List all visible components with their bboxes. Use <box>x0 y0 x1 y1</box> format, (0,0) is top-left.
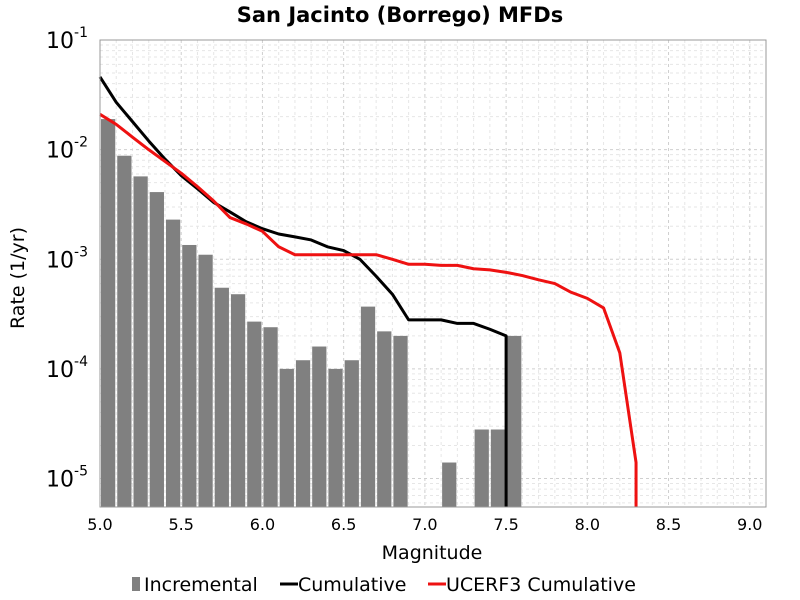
x-tick-label: 5.0 <box>87 515 112 534</box>
bar <box>279 368 294 507</box>
y-tick-label: 10-5 <box>46 464 88 493</box>
legend-label-ucerf3-cumulative: UCERF3 Cumulative <box>446 574 636 596</box>
bar <box>182 244 197 507</box>
x-tick-label: 9.0 <box>737 515 762 534</box>
x-tick-label: 6.0 <box>250 515 275 534</box>
legend: Incremental Cumulative UCERF3 Cumulative <box>132 574 636 596</box>
series-line-ucerf3-cumulative <box>99 113 638 507</box>
y-tick-label: 10-3 <box>46 244 88 273</box>
bar <box>328 368 343 507</box>
bar <box>360 306 376 507</box>
x-tick-label: 6.5 <box>331 515 356 534</box>
x-tick-label: 8.0 <box>575 515 600 534</box>
bar <box>198 254 213 507</box>
x-tick-label: 7.0 <box>412 515 437 534</box>
legend-label-incremental: Incremental <box>144 574 258 596</box>
legend-label-cumulative: Cumulative <box>298 574 406 596</box>
y-axis-ticks: 10-1 10-2 10-3 10-4 10-5 <box>46 25 88 493</box>
x-tick-label: 5.5 <box>168 515 193 534</box>
bar <box>133 176 148 507</box>
x-tick-label: 8.5 <box>656 515 681 534</box>
cumulative-lines <box>98 76 638 507</box>
bar <box>295 360 311 507</box>
bar <box>377 331 392 507</box>
bar <box>101 119 116 508</box>
bar <box>165 219 181 507</box>
bar <box>474 429 489 507</box>
bar <box>117 155 132 507</box>
bar <box>149 192 164 508</box>
bar <box>344 360 359 507</box>
bar <box>214 287 229 507</box>
bar <box>230 294 246 507</box>
y-tick-label: 10-2 <box>46 135 88 164</box>
legend-swatch-incremental <box>132 577 140 591</box>
incremental-bars <box>101 119 522 508</box>
x-tick-label: 7.5 <box>493 515 518 534</box>
y-axis-label: Rate (1/yr) <box>7 227 29 329</box>
x-axis-ticks: 5.0 5.5 6.0 6.5 7.0 7.5 8.0 8.5 9.0 <box>87 515 762 534</box>
bar <box>442 462 457 507</box>
plot-border <box>99 39 767 508</box>
bar <box>490 429 506 507</box>
bar <box>263 327 278 507</box>
bar <box>247 321 262 507</box>
y-tick-label: 10-1 <box>46 25 88 54</box>
bar <box>507 335 522 507</box>
bar <box>312 346 327 507</box>
y-tick-label: 10-4 <box>46 354 88 383</box>
bar <box>393 335 408 507</box>
chart-title: San Jacinto (Borrego) MFDs <box>237 3 563 27</box>
x-axis-label: Magnitude <box>382 542 483 564</box>
